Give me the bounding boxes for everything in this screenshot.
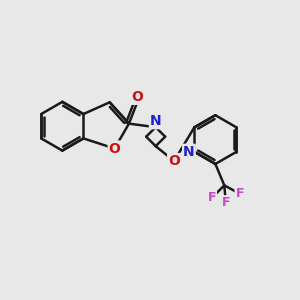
Text: N: N bbox=[183, 145, 195, 159]
Text: F: F bbox=[236, 187, 244, 200]
Text: F: F bbox=[221, 196, 230, 209]
Text: N: N bbox=[150, 114, 161, 128]
Text: O: O bbox=[168, 154, 180, 168]
Text: F: F bbox=[208, 191, 216, 204]
Text: O: O bbox=[131, 90, 143, 104]
Text: O: O bbox=[109, 142, 121, 155]
